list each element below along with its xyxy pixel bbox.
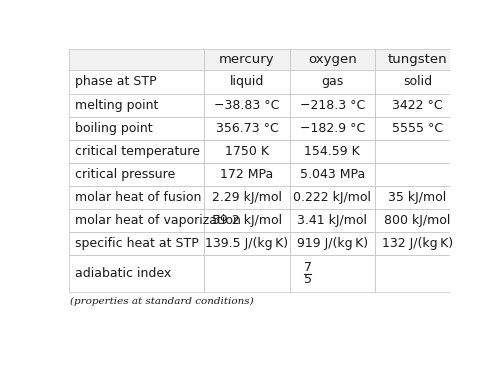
Text: 3.41 kJ/mol: 3.41 kJ/mol [297,214,367,227]
Text: 139.5 J/(kg K): 139.5 J/(kg K) [206,237,288,250]
Bar [68,209,204,232]
Bar [375,93,460,117]
Bar [375,232,460,255]
Bar [68,93,204,117]
Bar [290,140,375,163]
Bar [68,255,204,292]
Bar [68,49,204,70]
Text: 59.2 kJ/mol: 59.2 kJ/mol [212,214,282,227]
Bar [204,186,290,209]
Text: −182.9 °C: −182.9 °C [300,122,365,135]
Text: −38.83 °C: −38.83 °C [214,99,280,111]
Text: 7: 7 [304,261,312,274]
Text: 154.59 K: 154.59 K [304,145,360,158]
Bar [375,140,460,163]
Bar [290,209,375,232]
Bar [375,49,460,70]
Text: 3422 °C: 3422 °C [392,99,443,111]
Text: 1750 K: 1750 K [225,145,269,158]
Bar [68,117,204,140]
Bar [290,49,375,70]
Text: mercury: mercury [219,53,275,66]
Bar [375,209,460,232]
Bar [204,163,290,186]
Bar [68,186,204,209]
Bar [290,255,375,292]
Bar [204,255,290,292]
Text: 172 MPa: 172 MPa [220,168,274,181]
Bar [204,140,290,163]
Bar [290,70,375,93]
Text: melting point: melting point [75,99,158,111]
Text: 356.73 °C: 356.73 °C [216,122,278,135]
Bar [290,117,375,140]
Text: 5555 °C: 5555 °C [392,122,443,135]
Text: tungsten: tungsten [388,53,448,66]
Text: boiling point: boiling point [75,122,152,135]
Text: 800 kJ/mol: 800 kJ/mol [384,214,450,227]
Text: molar heat of vaporization: molar heat of vaporization [75,214,241,227]
Bar [68,70,204,93]
Bar [290,186,375,209]
Text: 35 kJ/mol: 35 kJ/mol [388,191,446,204]
Bar [375,255,460,292]
Bar [204,70,290,93]
Text: critical temperature: critical temperature [75,145,200,158]
Bar [290,163,375,186]
Text: solid: solid [403,75,432,88]
Text: −218.3 °C: −218.3 °C [300,99,365,111]
Bar [375,117,460,140]
Bar [68,163,204,186]
Text: 2.29 kJ/mol: 2.29 kJ/mol [212,191,282,204]
Text: (properties at standard conditions): (properties at standard conditions) [70,297,254,306]
Bar [204,49,290,70]
Text: 132 J/(kg K): 132 J/(kg K) [382,237,453,250]
Bar [204,117,290,140]
Bar [68,232,204,255]
Text: specific heat at STP: specific heat at STP [75,237,198,250]
Bar [290,93,375,117]
Bar [204,232,290,255]
Text: 5: 5 [304,273,312,286]
Text: 919 J/(kg K): 919 J/(kg K) [296,237,368,250]
Bar [375,70,460,93]
Text: critical pressure: critical pressure [75,168,175,181]
Text: liquid: liquid [230,75,264,88]
Bar [204,93,290,117]
Bar [375,163,460,186]
Bar [204,209,290,232]
Text: adiabatic index: adiabatic index [75,267,171,280]
Bar [375,186,460,209]
Bar [68,140,204,163]
Text: 0.222 kJ/mol: 0.222 kJ/mol [293,191,371,204]
Bar [290,232,375,255]
Text: molar heat of fusion: molar heat of fusion [75,191,202,204]
Text: 5.043 MPa: 5.043 MPa [300,168,365,181]
Text: phase at STP: phase at STP [75,75,156,88]
Text: oxygen: oxygen [308,53,356,66]
Text: gas: gas [321,75,344,88]
